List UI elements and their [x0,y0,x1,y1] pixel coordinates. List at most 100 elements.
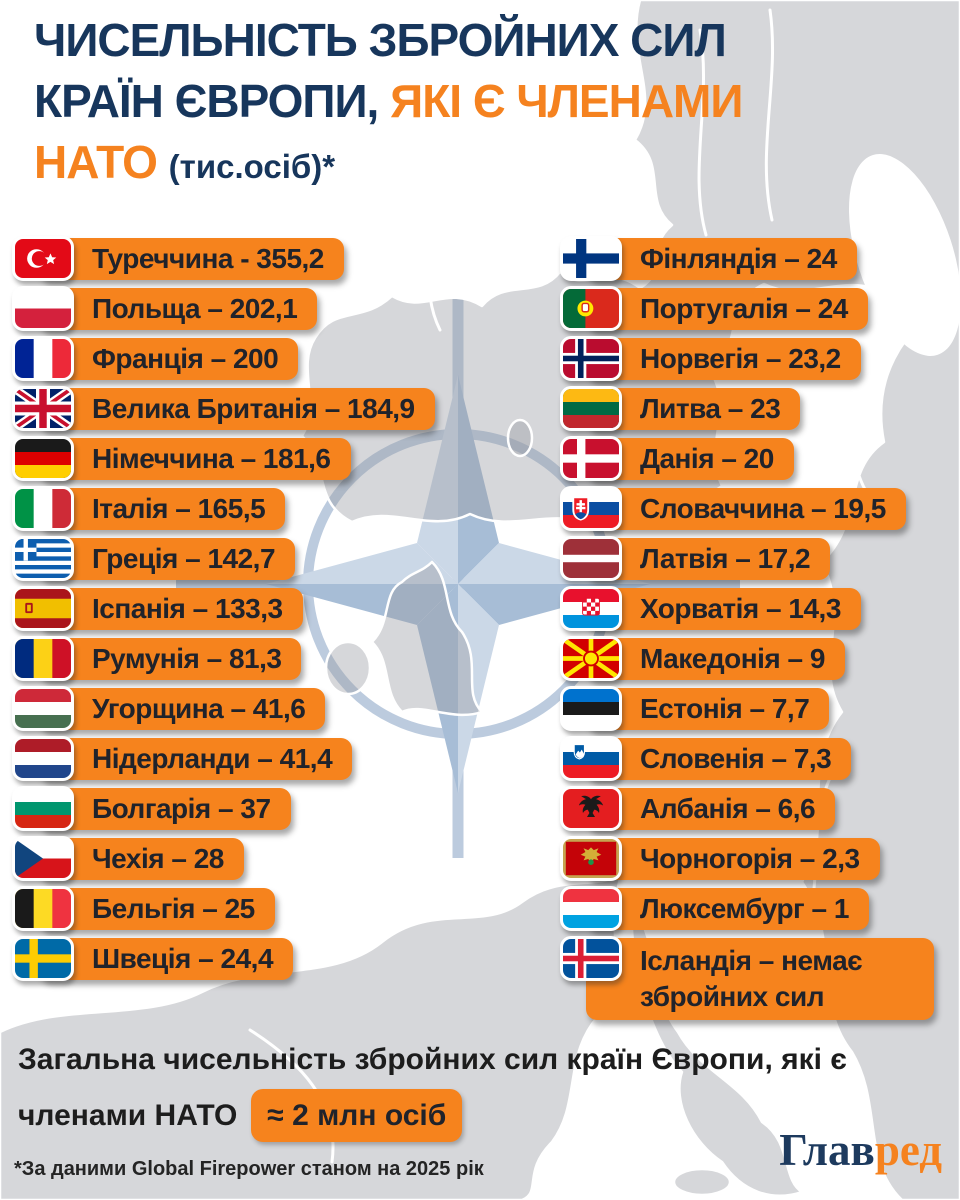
country-row: Туреччина - 355,2 [12,236,435,281]
country-bar: Італія – 165,5 [38,488,286,530]
page-title: ЧИСЕЛЬНІСТЬ ЗБРОЙНИХ СИЛ КРАЇН ЄВРОПИ, Я… [34,10,743,197]
country-bar: Бельгія – 25 [38,888,275,930]
flag-bulgaria-icon [12,786,74,831]
flag-iceland-icon [560,936,622,981]
country-row: Швеція – 24,4 [12,936,435,981]
flag-poland-icon [12,286,74,331]
country-label: Албанія – 6,6 [640,793,816,824]
country-bar: Франція – 200 [38,338,299,380]
country-row: Франція – 200 [12,336,435,381]
country-label: Румунія – 81,3 [92,643,282,674]
country-label: Македонія – 9 [640,643,825,674]
country-label: Швеція – 24,4 [92,943,274,974]
flag-denmark-icon [560,436,622,481]
country-label: Хорватія – 14,3 [640,593,841,624]
country-row: Греція – 142,7 [12,536,435,581]
country-column-left: Туреччина - 355,2 Польща – 202,1 Франція… [12,236,435,981]
country-row: Словенія – 7,3 [560,736,934,781]
country-label: Фінляндія – 24 [640,243,837,274]
country-label: Іспанія – 133,3 [92,593,283,624]
country-bar: Македонія – 9 [586,638,845,680]
flag-finland-icon [560,236,622,281]
flag-france-icon [12,336,74,381]
glavred-logo: Главред [779,1125,942,1175]
summary-line2: членами НАТО ≈ 2 млн осіб [18,1089,918,1142]
country-bar: Латвія – 17,2 [586,538,831,580]
country-bar: Румунія – 81,3 [38,638,302,680]
flag-norway-icon [560,336,622,381]
flag-turkey-icon [12,236,74,281]
summary-line1: Загальна чисельність збройних сил країн … [18,1043,847,1076]
country-bar: Швеція – 24,4 [38,938,294,980]
country-label: Чехія – 28 [92,843,224,874]
country-row: Ісландія – немає збройних сил [560,936,934,1020]
country-bar: Ісландія – немає збройних сил [586,938,934,1020]
country-bar: Греція – 142,7 [38,538,296,580]
flag-slovakia-icon [560,486,622,531]
flag-slovenia-icon [560,736,622,781]
country-label: Велика Британія – 184,9 [92,393,415,424]
country-label: Болгарія – 37 [92,793,271,824]
flag-italy-icon [12,486,74,531]
country-bar: Польща – 202,1 [38,288,318,330]
country-row: Угорщина – 41,6 [12,686,435,731]
country-bar: Туреччина - 355,2 [38,238,344,280]
country-label: Естонія – 7,7 [640,693,810,724]
flag-montenegro-icon [560,836,622,881]
flag-spain-icon [12,586,74,631]
country-row: Португалія – 24 [560,286,934,331]
flag-croatia-icon [560,586,622,631]
country-row: Чорногорія – 2,3 [560,836,934,881]
country-bar: Болгарія – 37 [38,788,291,830]
country-bar: Іспанія – 133,3 [38,588,303,630]
flag-portugal-icon [560,286,622,331]
country-label: Італія – 165,5 [92,493,266,524]
country-row: Фінляндія – 24 [560,236,934,281]
country-row: Польща – 202,1 [12,286,435,331]
country-row: Норвегія – 23,2 [560,336,934,381]
country-row: Хорватія – 14,3 [560,586,934,631]
source-footnote: *За даними Global Firepower станом на 20… [14,1158,484,1180]
country-bar: Естонія – 7,7 [586,688,830,730]
flag-sweden-icon [12,936,74,981]
country-bar: Словенія – 7,3 [586,738,852,780]
country-bar: Хорватія – 14,3 [586,588,861,630]
country-row: Велика Британія – 184,9 [12,386,435,431]
country-row: Болгарія – 37 [12,786,435,831]
flag-hungary-icon [12,686,74,731]
country-bar: Велика Британія – 184,9 [38,388,435,430]
country-row: Люксембург – 1 [560,886,934,931]
country-label: Люксембург – 1 [640,893,849,924]
country-row: Литва – 23 [560,386,934,431]
title-line2: КРАЇН ЄВРОПИ, ЯКІ Є ЧЛЕНАМИ [34,75,743,127]
country-bar: Фінляндія – 24 [586,238,857,280]
country-row: Румунія – 81,3 [12,636,435,681]
country-bar: Словаччина – 19,5 [586,488,906,530]
flag-romania-icon [12,636,74,681]
country-row: Албанія – 6,6 [560,786,934,831]
flag-czechia-icon [12,836,74,881]
country-label: Португалія – 24 [640,293,848,324]
country-label: Словенія – 7,3 [640,743,832,774]
country-row: Македонія – 9 [560,636,934,681]
country-bar: Норвегія – 23,2 [586,338,861,380]
country-label: Норвегія – 23,2 [640,343,841,374]
title-line1: ЧИСЕЛЬНІСТЬ ЗБРОЙНИХ СИЛ [34,14,727,66]
flag-luxembourg-icon [560,886,622,931]
country-row: Нідерланди – 41,4 [12,736,435,781]
flag-albania-icon [560,786,622,831]
country-label: Німеччина – 181,6 [92,443,331,474]
country-row: Бельгія – 25 [12,886,435,931]
country-bar: Албанія – 6,6 [586,788,836,830]
country-label: Чорногорія – 2,3 [640,843,860,874]
country-bar: Португалія – 24 [586,288,868,330]
country-label: Польща – 202,1 [92,293,298,324]
summary-total: Загальна чисельність збройних сил країн … [18,1036,918,1142]
flag-germany-icon [12,436,74,481]
country-row: Латвія – 17,2 [560,536,934,581]
country-label: Ісландія – немає збройних сил [640,945,863,1012]
country-label: Латвія – 17,2 [640,543,811,574]
country-row: Італія – 165,5 [12,486,435,531]
flag-uk-icon [12,386,74,431]
